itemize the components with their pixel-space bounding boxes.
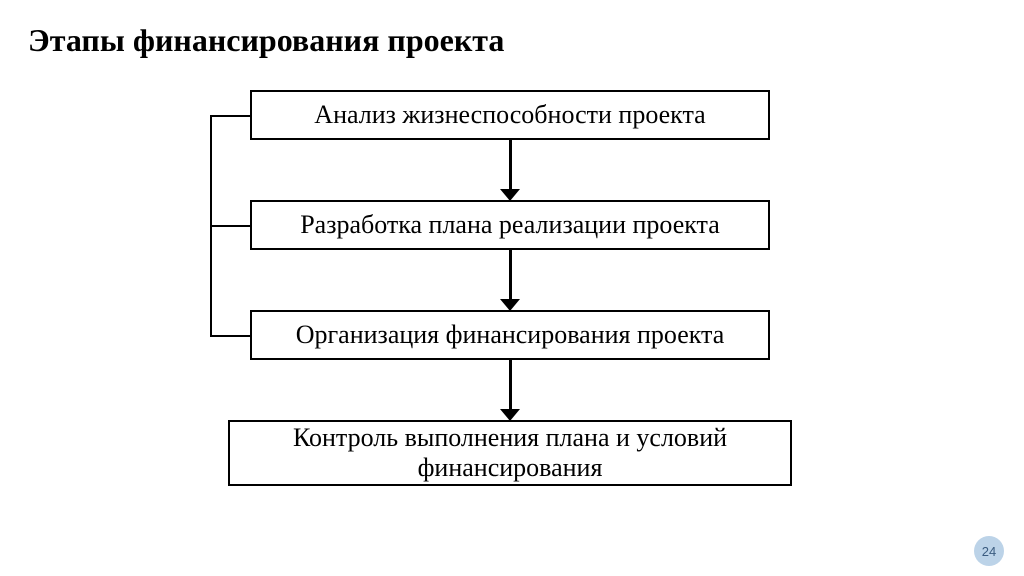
flow-node-label: Анализ жизнеспособности проекта <box>314 100 705 130</box>
arrow-0-line <box>509 140 512 190</box>
flowchart: Анализ жизнеспособности проекта Разработк… <box>0 90 1024 576</box>
flow-node-n4: Контроль выполнения плана и условий фина… <box>228 420 792 486</box>
page-number: 24 <box>982 544 996 559</box>
page-number-badge: 24 <box>974 536 1004 566</box>
flow-node-n3: Организация финансирования проекта <box>250 310 770 360</box>
flow-node-n1: Анализ жизнеспособности проекта <box>250 90 770 140</box>
flow-node-label: Организация финансирования проекта <box>296 320 725 350</box>
flow-node-label: Разработка плана реализации проекта <box>300 210 720 240</box>
flow-node-label: Контроль выполнения плана и условий фина… <box>238 423 782 483</box>
left-connector-branch-2 <box>210 335 250 337</box>
arrow-2-line <box>509 360 512 410</box>
left-connector-branch-0 <box>210 115 250 117</box>
left-connector-branch-1 <box>210 225 250 227</box>
arrow-1-line <box>509 250 512 300</box>
page-title: Этапы финансирования проекта <box>28 22 504 59</box>
flow-node-n2: Разработка плана реализации проекта <box>250 200 770 250</box>
